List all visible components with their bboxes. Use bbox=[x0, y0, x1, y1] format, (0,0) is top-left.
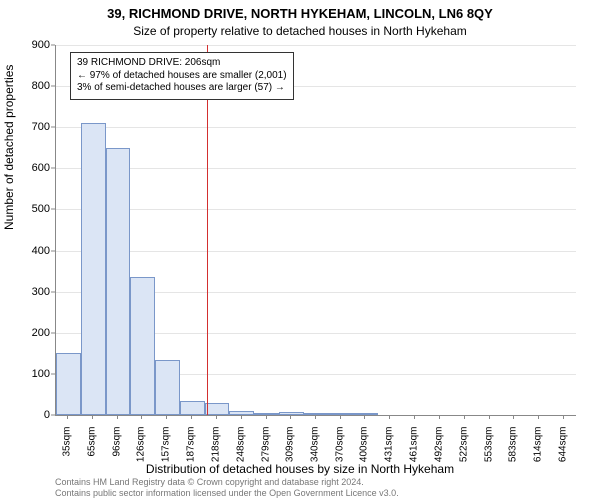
chart-subtitle: Size of property relative to detached ho… bbox=[0, 24, 600, 38]
y-tick-label: 900 bbox=[5, 39, 50, 51]
plot-area bbox=[55, 45, 576, 416]
x-tick-mark bbox=[266, 415, 267, 419]
x-tick-mark bbox=[563, 415, 564, 419]
histogram-bar bbox=[130, 277, 155, 415]
histogram-bar bbox=[329, 413, 354, 415]
histogram-bar bbox=[353, 413, 378, 415]
info-line-3: 3% of semi-detached houses are larger (5… bbox=[77, 82, 287, 95]
x-tick-mark bbox=[389, 415, 390, 419]
x-tick-mark bbox=[141, 415, 142, 419]
y-tick-label: 800 bbox=[5, 80, 50, 92]
chart-title: 39, RICHMOND DRIVE, NORTH HYKEHAM, LINCO… bbox=[0, 6, 600, 21]
x-tick-mark bbox=[513, 415, 514, 419]
x-tick-mark bbox=[464, 415, 465, 419]
y-tick-label: 700 bbox=[5, 121, 50, 133]
footer-attribution: Contains HM Land Registry data © Crown c… bbox=[55, 477, 399, 498]
x-tick-mark bbox=[166, 415, 167, 419]
histogram-bar bbox=[155, 360, 180, 416]
histogram-bar bbox=[279, 412, 304, 415]
x-tick-mark bbox=[538, 415, 539, 419]
histogram-bar bbox=[81, 123, 106, 415]
x-tick-mark bbox=[241, 415, 242, 419]
x-tick-mark bbox=[67, 415, 68, 419]
y-tick-label: 300 bbox=[5, 286, 50, 298]
gridline bbox=[56, 127, 576, 128]
x-tick-mark bbox=[414, 415, 415, 419]
histogram-bar bbox=[205, 403, 230, 415]
x-tick-mark bbox=[92, 415, 93, 419]
y-tick-label: 500 bbox=[5, 203, 50, 215]
info-line-1: 39 RICHMOND DRIVE: 206sqm bbox=[77, 57, 287, 70]
x-tick-mark bbox=[117, 415, 118, 419]
x-tick-mark bbox=[216, 415, 217, 419]
info-line-2: ← 97% of detached houses are smaller (2,… bbox=[77, 70, 287, 83]
x-tick-mark bbox=[364, 415, 365, 419]
chart-container: 39, RICHMOND DRIVE, NORTH HYKEHAM, LINCO… bbox=[0, 0, 600, 500]
x-tick-mark bbox=[340, 415, 341, 419]
x-tick-mark bbox=[191, 415, 192, 419]
gridline bbox=[56, 168, 576, 169]
y-tick-label: 600 bbox=[5, 162, 50, 174]
reference-line-mark bbox=[207, 45, 208, 415]
info-box: 39 RICHMOND DRIVE: 206sqm ← 97% of detac… bbox=[70, 52, 294, 100]
footer-line-2: Contains public sector information licen… bbox=[55, 488, 399, 498]
histogram-bar bbox=[229, 411, 254, 415]
x-tick-mark bbox=[315, 415, 316, 419]
histogram-bar bbox=[180, 401, 205, 415]
gridline bbox=[56, 251, 576, 252]
x-tick-mark bbox=[290, 415, 291, 419]
gridline bbox=[56, 209, 576, 210]
y-tick-label: 0 bbox=[5, 409, 50, 421]
y-tick-label: 400 bbox=[5, 245, 50, 257]
x-tick-mark bbox=[439, 415, 440, 419]
y-tick-label: 200 bbox=[5, 327, 50, 339]
footer-line-1: Contains HM Land Registry data © Crown c… bbox=[55, 477, 399, 487]
histogram-bar bbox=[106, 148, 131, 415]
gridline bbox=[56, 45, 576, 46]
x-tick-mark bbox=[489, 415, 490, 419]
x-axis-label: Distribution of detached houses by size … bbox=[0, 462, 600, 476]
y-tick-label: 100 bbox=[5, 368, 50, 380]
histogram-bar bbox=[56, 353, 81, 415]
